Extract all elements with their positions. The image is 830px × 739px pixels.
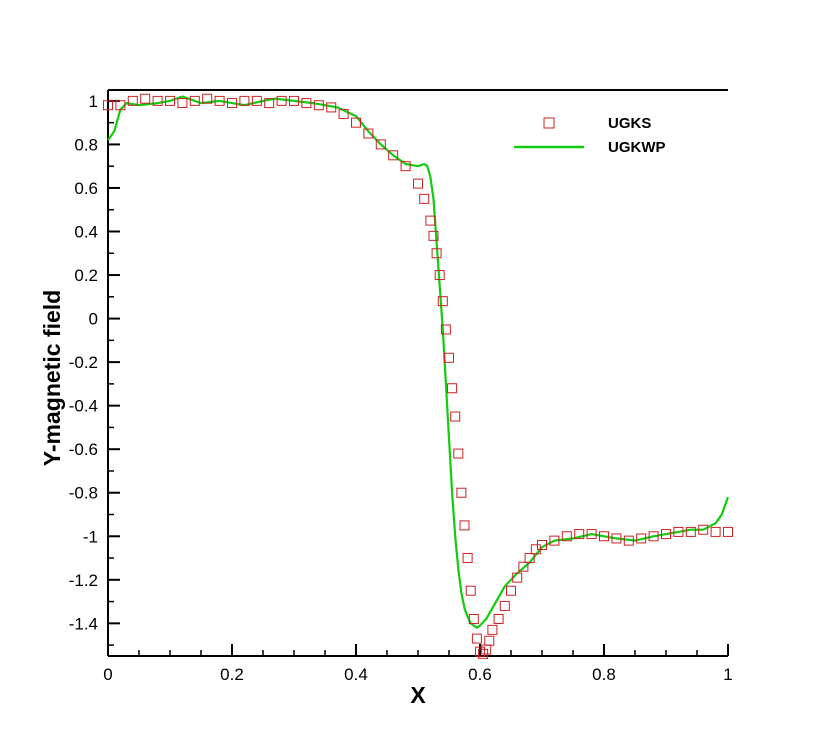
y-tick-label: -0.4 — [69, 397, 98, 416]
y-tick-label: 1 — [89, 92, 98, 111]
ugks-point — [103, 100, 113, 111]
axis-tick-labels: 0 0.2 0.4 0.6 0.8 1 1 0.8 0.6 0.4 0.2 0 -0.2 -0.4 -0.6… — [69, 92, 733, 684]
ugks-point — [375, 139, 386, 150]
ugks-point — [586, 529, 597, 540]
ugks-point — [518, 561, 529, 572]
ugks-point — [599, 531, 609, 542]
ugks-point — [524, 553, 535, 564]
ugks-point — [115, 100, 126, 111]
ugks-point — [264, 98, 275, 109]
ugks-point — [493, 613, 504, 624]
ugks-point — [127, 95, 138, 106]
ugks-point — [251, 95, 262, 106]
ugks-point — [487, 624, 498, 635]
ugks-point — [363, 128, 374, 139]
ugks-point — [685, 526, 696, 537]
ugks-point — [140, 93, 151, 104]
ugks-point — [661, 529, 671, 540]
ugks-point — [471, 633, 482, 644]
x-tick-label: 1 — [723, 665, 732, 684]
y-tick-label: 0.4 — [74, 223, 98, 242]
ugks-point — [499, 600, 510, 611]
series-layer — [103, 93, 733, 659]
ugks-point — [475, 646, 485, 657]
y-tick-label: 0 — [89, 310, 98, 329]
ugks-point — [673, 526, 684, 537]
ugks-point — [326, 102, 337, 113]
ugks-point — [227, 98, 237, 109]
ugks-point — [313, 100, 324, 111]
ugks-point — [351, 117, 361, 128]
ugks-point — [447, 383, 458, 394]
ugks-point — [623, 535, 634, 546]
legend-marker-ugks — [543, 117, 555, 129]
y-tick-label: 0.8 — [74, 135, 98, 154]
x-tick-label: 0.2 — [220, 665, 244, 684]
axis-ticks — [107, 99, 729, 656]
ugks-point — [289, 95, 299, 106]
ugks-point — [189, 95, 200, 106]
x-tick-label: 0.4 — [344, 665, 368, 684]
ugks-point — [459, 520, 470, 531]
ugks-point — [419, 193, 430, 204]
ugks-point — [512, 572, 523, 583]
x-axis-title: X — [410, 682, 426, 708]
ugks-point — [462, 553, 473, 564]
ugks-point — [440, 324, 451, 335]
ugks-point — [537, 539, 547, 550]
ugks-point — [239, 95, 250, 106]
y-tick-label: -1.4 — [69, 614, 98, 633]
ugks-point — [202, 93, 213, 104]
x-tick-label: 0.6 — [468, 665, 492, 684]
y-tick-label: 0.2 — [74, 266, 98, 285]
legend-label-ugkwp: UGKWP — [608, 139, 666, 156]
y-tick-label: -1.2 — [69, 571, 98, 590]
y-axis-title: Y-magnetic field — [39, 290, 65, 466]
ugks-point — [636, 533, 647, 544]
ugks-point — [453, 448, 464, 459]
ugks-point — [465, 585, 476, 596]
ugks-point — [165, 95, 175, 106]
ugks-point — [400, 161, 411, 172]
ugks-point — [413, 178, 423, 189]
ugks-point — [710, 526, 721, 537]
ugks-point — [698, 524, 709, 535]
ugks-point — [301, 98, 312, 109]
ugks-point — [425, 215, 436, 226]
x-tick-label: 0.8 — [592, 665, 616, 684]
ugks-point — [723, 526, 733, 537]
ugks-point — [152, 95, 163, 106]
ugks-point — [177, 98, 188, 109]
ugks-point — [611, 533, 622, 544]
series-line-ugkwp — [107, 95, 730, 629]
ugks-point — [506, 585, 516, 596]
ugks-point — [444, 352, 454, 363]
ugks-point — [431, 248, 442, 259]
legend-label-ugks: UGKS — [608, 115, 651, 132]
ugks-point — [549, 535, 560, 546]
x-tick-label: 0 — [103, 665, 112, 684]
ugks-point — [468, 613, 479, 624]
y-tick-label: -0.6 — [69, 440, 98, 459]
ugks-point — [214, 95, 225, 106]
y-tick-label: 0.6 — [74, 179, 98, 198]
legend: UGKS UGKWP — [514, 115, 666, 156]
ugks-point — [450, 411, 461, 422]
ugks-point — [648, 531, 659, 542]
ugks-point — [434, 270, 445, 281]
y-tick-label: -1 — [83, 527, 98, 546]
ugks-point — [276, 95, 287, 106]
y-tick-label: -0.2 — [69, 353, 98, 372]
ugks-point — [561, 531, 572, 542]
y-tick-label: -0.8 — [69, 484, 98, 503]
plot-area: 0 0.2 0.4 0.6 0.8 1 1 0.8 0.6 0.4 0.2 0 -0.2 -0.4 -0.6… — [69, 89, 733, 684]
ugks-point — [484, 635, 495, 646]
ugks-point — [388, 150, 399, 161]
ugks-point — [338, 108, 349, 119]
ugks-point — [456, 487, 467, 498]
ugks-point — [574, 529, 585, 540]
ugks-point — [428, 230, 439, 241]
ugks-point — [437, 296, 448, 307]
